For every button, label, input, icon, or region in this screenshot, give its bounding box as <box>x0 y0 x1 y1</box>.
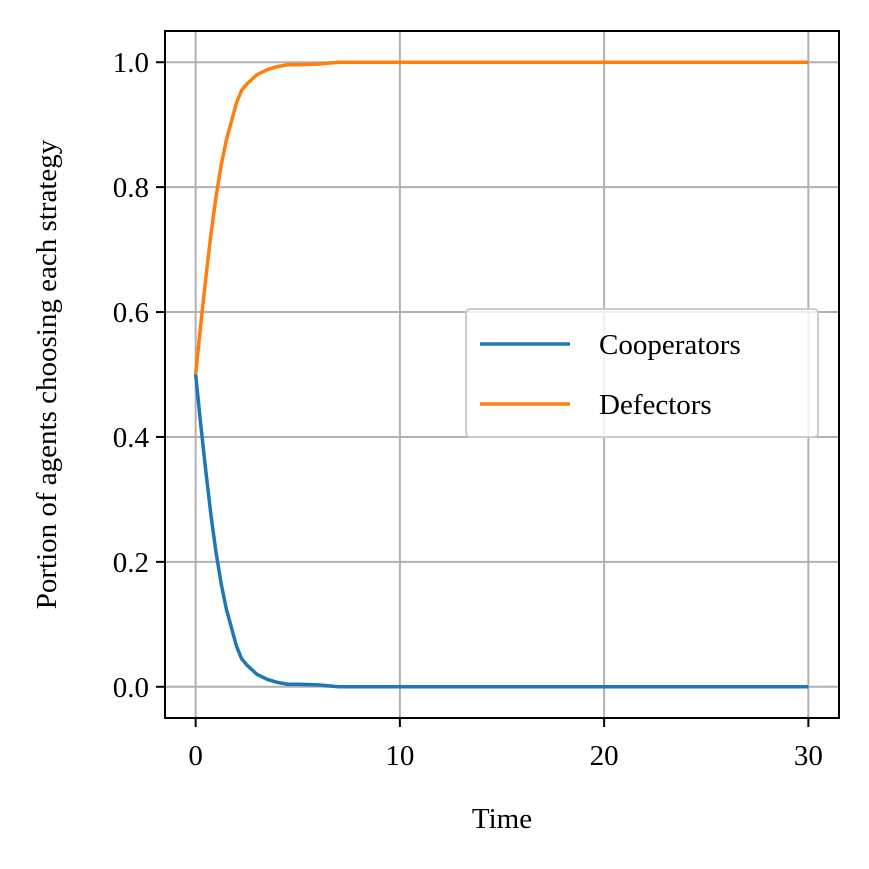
plot-frame <box>164 30 840 719</box>
legend-label-cooperators: Cooperators <box>599 329 741 361</box>
x-tick-label: 0 <box>188 740 203 772</box>
ticks: 0 10 20 30 0.0 0.2 0.4 0.6 0.8 1.0 <box>113 47 823 772</box>
x-axis-title: Time <box>472 803 532 835</box>
y-tick-label: 0.0 <box>113 672 149 704</box>
y-tick-label: 0.6 <box>113 297 149 329</box>
x-tick-label: 30 <box>794 740 823 772</box>
y-tick-label: 0.8 <box>113 172 149 204</box>
series-line-defectors <box>193 60 809 375</box>
y-tick-label: 0.2 <box>113 547 149 579</box>
y-axis-title: Portion of agents choosing each strategy <box>31 139 63 609</box>
x-tick-label: 20 <box>590 740 619 772</box>
series-line-cooperators <box>193 374 809 689</box>
y-tick-label: 0.4 <box>113 422 150 454</box>
legend: Cooperators Defectors <box>465 308 819 438</box>
y-tick-label: 1.0 <box>113 47 149 79</box>
series-layer <box>193 60 809 689</box>
x-tick-label: 10 <box>385 740 414 772</box>
legend-label-defectors: Defectors <box>599 389 712 421</box>
